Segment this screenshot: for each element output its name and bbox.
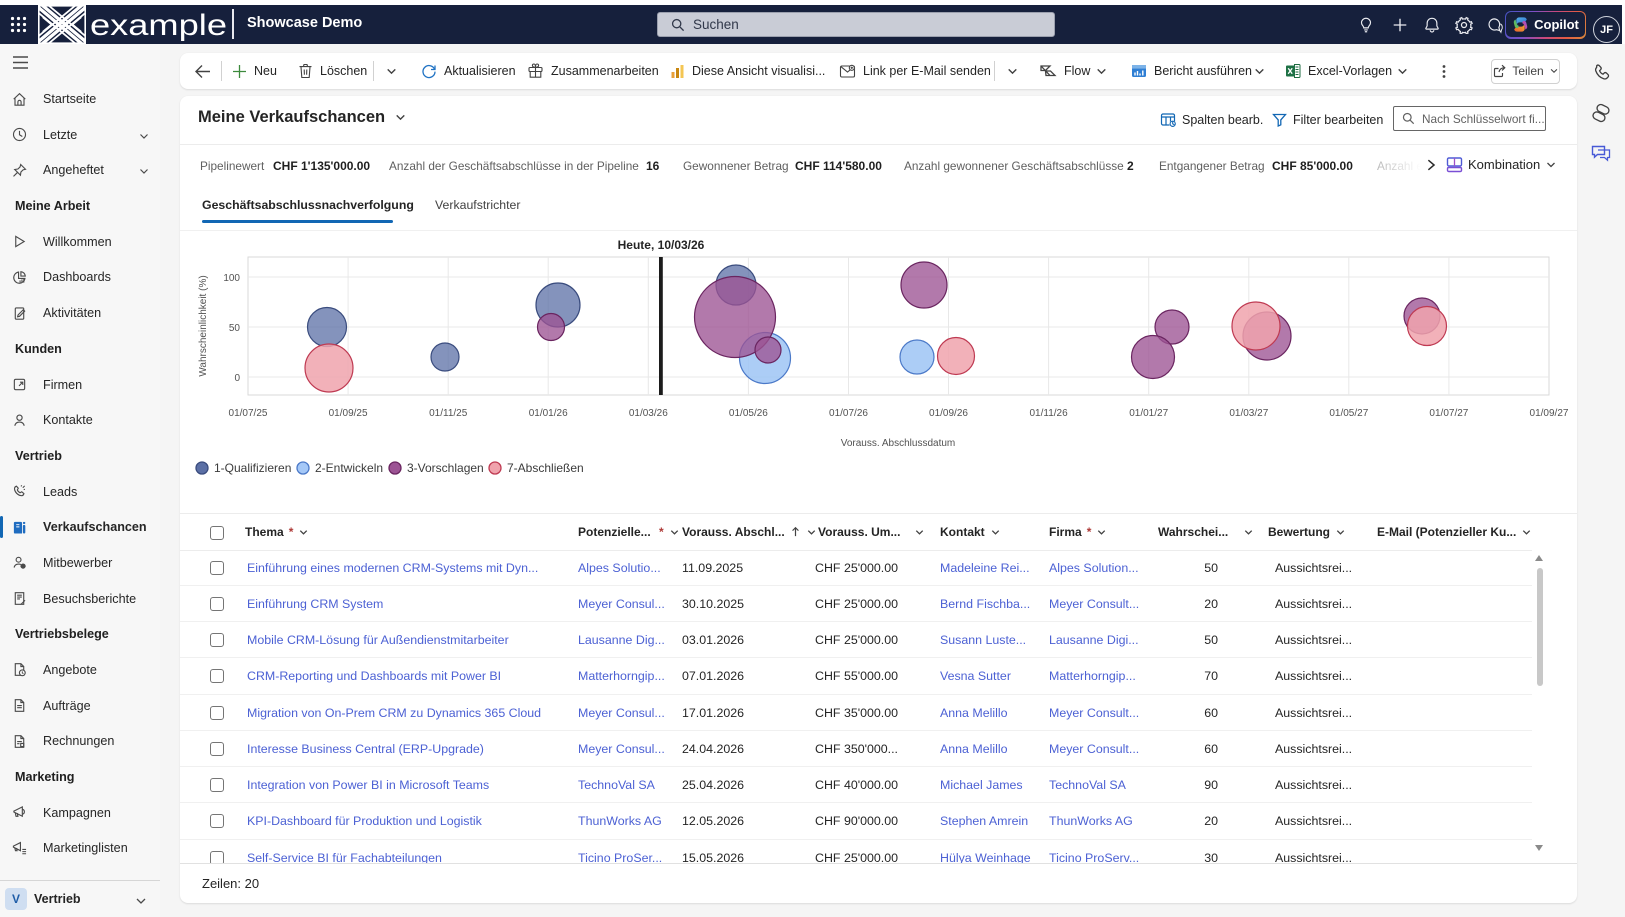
svg-text:01/09/26: 01/09/26 bbox=[929, 408, 968, 419]
svg-text:Vorauss. Abschlussdatum: Vorauss. Abschlussdatum bbox=[841, 438, 956, 449]
svg-text:01/05/27: 01/05/27 bbox=[1329, 408, 1368, 419]
svg-text:01/07/26: 01/07/26 bbox=[829, 408, 868, 419]
svg-text:example: example bbox=[90, 9, 227, 42]
svg-text:01/01/27: 01/01/27 bbox=[1129, 408, 1168, 419]
svg-text:1-Qualifizieren: 1-Qualifizieren bbox=[214, 461, 291, 475]
svg-text:0: 0 bbox=[234, 373, 240, 384]
svg-text:3-Vorschlagen: 3-Vorschlagen bbox=[407, 461, 484, 475]
svg-text:?: ? bbox=[22, 564, 25, 569]
svg-text:7-Abschließen: 7-Abschließen bbox=[507, 461, 584, 475]
svg-text:50: 50 bbox=[229, 323, 241, 334]
svg-text:01/05/26: 01/05/26 bbox=[729, 408, 768, 419]
svg-text:Heute, 10/03/26: Heute, 10/03/26 bbox=[618, 238, 705, 252]
svg-text:01/01/26: 01/01/26 bbox=[529, 408, 568, 419]
svg-text:01/11/25: 01/11/25 bbox=[429, 408, 468, 419]
svg-text:100: 100 bbox=[223, 273, 240, 284]
svg-text:01/07/27: 01/07/27 bbox=[1429, 408, 1468, 419]
svg-text:01/07/25: 01/07/25 bbox=[229, 408, 268, 419]
svg-text:Wahrscheinlichkeit (%): Wahrscheinlichkeit (%) bbox=[198, 275, 209, 376]
svg-text:01/03/26: 01/03/26 bbox=[629, 408, 668, 419]
svg-text:2-Entwickeln: 2-Entwickeln bbox=[315, 461, 383, 475]
svg-text:01/09/25: 01/09/25 bbox=[329, 408, 368, 419]
svg-text:01/03/27: 01/03/27 bbox=[1229, 408, 1268, 419]
svg-text:01/09/27: 01/09/27 bbox=[1530, 408, 1569, 419]
svg-text:01/11/26: 01/11/26 bbox=[1030, 408, 1069, 419]
